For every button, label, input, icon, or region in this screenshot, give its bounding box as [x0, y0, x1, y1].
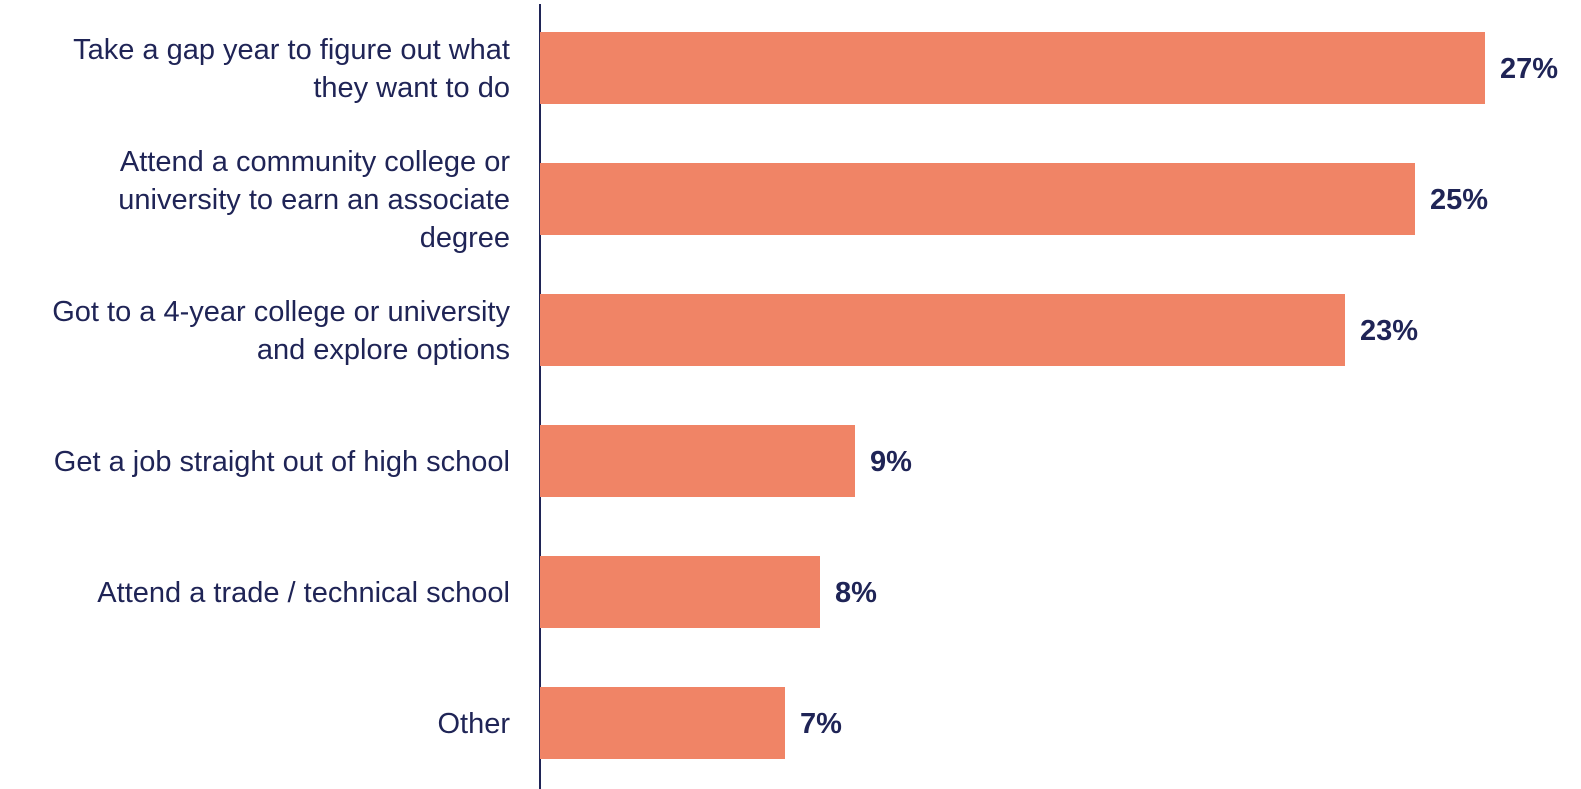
- bar: [540, 163, 1415, 235]
- category-label-line: degree: [420, 222, 510, 254]
- category-label-line: Attend a community college or: [120, 146, 510, 178]
- category-label-line: Get a job straight out of high school: [54, 446, 510, 478]
- category-label-line: Attend a trade / technical school: [97, 577, 510, 609]
- category-label: Got to a 4-year college or university and…: [52, 296, 510, 366]
- bar: [540, 687, 785, 759]
- category-label-line: and explore options: [257, 334, 510, 366]
- bar: [540, 425, 855, 497]
- category-label: Other: [437, 708, 510, 740]
- bar-value-label: 8%: [835, 577, 877, 609]
- category-label-line: Got to a 4-year college or university: [52, 296, 510, 328]
- bar-value-label: 25%: [1430, 184, 1488, 216]
- bar: [540, 294, 1345, 366]
- category-label-line: they want to do: [313, 72, 510, 104]
- category-labels-layer: Take a gap year to figure out what they w…: [52, 34, 510, 740]
- category-label: Get a job straight out of high school: [54, 446, 510, 478]
- category-label-line: Other: [437, 708, 510, 740]
- bars-layer: [540, 32, 1485, 759]
- bar-value-label: 23%: [1360, 315, 1418, 347]
- category-label: Take a gap year to figure out what they w…: [73, 34, 510, 104]
- category-label: Attend a community college or university …: [118, 146, 510, 254]
- bar: [540, 556, 820, 628]
- category-label: Attend a trade / technical school: [97, 577, 510, 609]
- value-labels-layer: 27% 25% 23% 9% 8% 7%: [800, 53, 1558, 740]
- category-label-line: Take a gap year to figure out what: [73, 34, 510, 66]
- bar-value-label: 27%: [1500, 53, 1558, 85]
- bar: [540, 32, 1485, 104]
- bar-value-label: 9%: [870, 446, 912, 478]
- category-label-line: university to earn an associate: [118, 184, 510, 216]
- bar-value-label: 7%: [800, 708, 842, 740]
